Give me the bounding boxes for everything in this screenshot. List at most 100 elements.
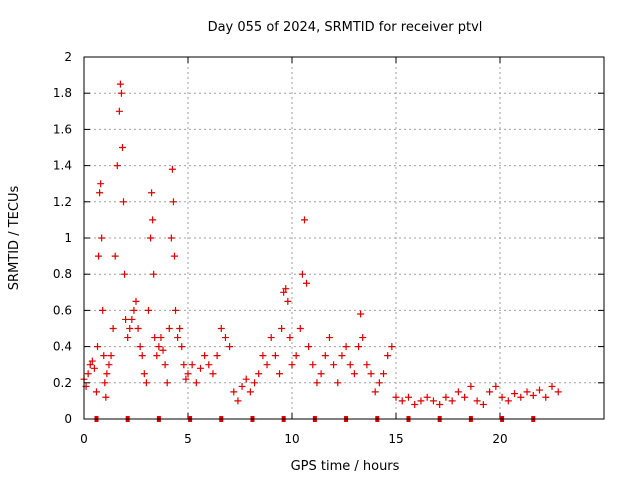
data-point bbox=[242, 375, 250, 383]
data-point bbox=[548, 382, 556, 390]
data-point bbox=[170, 252, 178, 260]
data-point bbox=[536, 386, 544, 394]
data-point bbox=[288, 361, 296, 369]
y-tick-label: 0.2 bbox=[53, 376, 72, 390]
data-point bbox=[517, 393, 525, 401]
data-point bbox=[280, 288, 288, 296]
data-point bbox=[411, 401, 419, 409]
plot-frame bbox=[83, 56, 605, 420]
data-point bbox=[246, 388, 254, 396]
data-point bbox=[230, 388, 238, 396]
data-point bbox=[140, 370, 148, 378]
data-point bbox=[375, 379, 383, 387]
data-point bbox=[118, 144, 126, 151]
data-point bbox=[284, 297, 292, 305]
x-tick-label: 5 bbox=[184, 432, 192, 446]
data-point bbox=[103, 370, 111, 378]
data-point bbox=[109, 325, 117, 332]
data-point bbox=[209, 370, 217, 378]
x-tick-label: 15 bbox=[388, 432, 403, 446]
data-point bbox=[429, 397, 437, 405]
data-point bbox=[454, 388, 462, 396]
data-point bbox=[95, 252, 103, 260]
data-point bbox=[97, 180, 105, 188]
data-point bbox=[136, 343, 144, 351]
y-tick-label: 0.6 bbox=[53, 303, 72, 317]
data-point bbox=[132, 297, 140, 305]
data-point bbox=[342, 343, 350, 351]
data-point bbox=[167, 234, 175, 242]
data-point bbox=[467, 382, 475, 390]
y-tick-label: 1 bbox=[64, 231, 72, 245]
data-point bbox=[523, 388, 531, 396]
data-point bbox=[128, 315, 136, 323]
data-point bbox=[330, 361, 338, 369]
data-point bbox=[157, 334, 165, 342]
data-point bbox=[99, 306, 107, 314]
data-point bbox=[174, 334, 182, 342]
data-point bbox=[238, 382, 246, 390]
data-point bbox=[147, 234, 155, 242]
data-point bbox=[442, 393, 450, 401]
data-point bbox=[159, 346, 167, 354]
data-point bbox=[101, 379, 109, 387]
data-point bbox=[192, 379, 200, 387]
data-point bbox=[144, 306, 152, 314]
data-point bbox=[255, 370, 263, 378]
data-point bbox=[292, 352, 300, 360]
data-point bbox=[276, 370, 284, 378]
data-point bbox=[359, 334, 367, 342]
data-point bbox=[338, 352, 346, 360]
data-point bbox=[296, 325, 304, 332]
data-point bbox=[404, 393, 412, 401]
data-point bbox=[384, 352, 392, 360]
data-point bbox=[511, 390, 519, 398]
data-point bbox=[234, 397, 242, 405]
data-point bbox=[94, 343, 102, 351]
data-point bbox=[267, 334, 275, 342]
y-tick-label: 2 bbox=[64, 50, 72, 64]
y-tick-label: 1.2 bbox=[53, 195, 72, 209]
data-point bbox=[121, 270, 129, 278]
data-point bbox=[303, 279, 311, 287]
data-points bbox=[80, 80, 562, 409]
data-point bbox=[259, 352, 267, 360]
data-point bbox=[165, 325, 173, 332]
y-tick-label: 0.4 bbox=[53, 340, 72, 354]
data-point bbox=[124, 334, 132, 342]
data-point bbox=[380, 370, 388, 378]
data-point bbox=[398, 397, 406, 405]
data-point bbox=[300, 216, 308, 224]
data-point bbox=[182, 375, 190, 383]
x-tick-label: 0 bbox=[80, 432, 88, 446]
data-point bbox=[149, 216, 157, 224]
data-point bbox=[417, 397, 425, 405]
data-point bbox=[205, 361, 213, 369]
data-point bbox=[117, 89, 125, 97]
data-point bbox=[184, 370, 192, 378]
data-point bbox=[105, 361, 113, 369]
x-tick-label: 10 bbox=[284, 432, 299, 446]
data-point bbox=[448, 397, 456, 405]
data-point bbox=[479, 401, 487, 409]
data-point bbox=[492, 382, 500, 390]
data-point bbox=[163, 379, 171, 387]
y-tick-label: 0 bbox=[64, 412, 72, 426]
data-point bbox=[504, 397, 512, 405]
data-point bbox=[155, 343, 163, 351]
data-point bbox=[188, 361, 196, 369]
data-point bbox=[436, 401, 444, 409]
data-point bbox=[286, 334, 294, 342]
data-point bbox=[115, 107, 123, 115]
data-point bbox=[178, 343, 186, 351]
data-point bbox=[138, 352, 146, 360]
data-point bbox=[334, 379, 342, 387]
data-point bbox=[180, 361, 188, 369]
data-point bbox=[161, 361, 169, 369]
data-point bbox=[176, 325, 184, 332]
data-point bbox=[148, 189, 156, 197]
x-tick-label: 20 bbox=[492, 432, 507, 446]
data-point bbox=[168, 165, 176, 173]
data-point bbox=[126, 325, 134, 332]
